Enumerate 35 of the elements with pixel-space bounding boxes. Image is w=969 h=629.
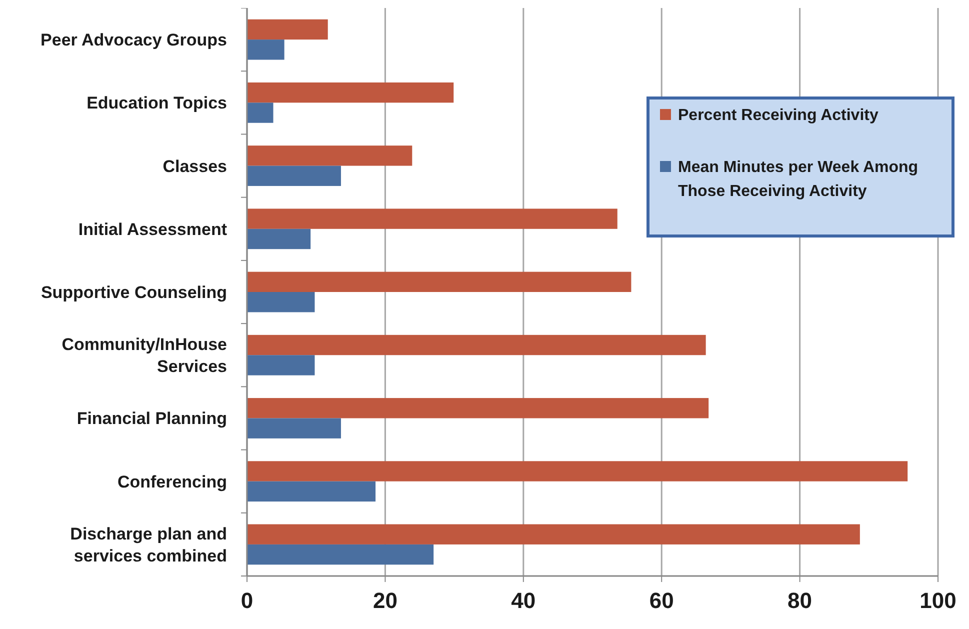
y-tick-label: Classes [162, 156, 227, 176]
x-tick-label: 60 [649, 588, 674, 613]
x-tick-label: 80 [788, 588, 812, 613]
legend-label: Percent Receiving Activity [678, 107, 878, 124]
y-tick-label: Initial Assessment [78, 220, 228, 239]
bar [247, 461, 908, 482]
bar [247, 146, 412, 166]
x-tick-label: 20 [372, 588, 398, 613]
bar [247, 544, 434, 565]
bar [247, 102, 274, 123]
y-tick-label: Education Topics [86, 94, 227, 113]
bar [247, 208, 618, 229]
y-tick-label: Supportive Counseling [40, 283, 227, 302]
bar [247, 398, 709, 418]
bar [247, 40, 284, 60]
y-tick-label: Conferencing [117, 472, 227, 492]
bar [247, 19, 328, 40]
bar [247, 166, 341, 186]
bar [247, 334, 706, 356]
y-tick-label: Financial Planning [76, 409, 227, 428]
bar [247, 82, 454, 103]
x-tick-label: 100 [920, 588, 956, 613]
x-tick-label: 40 [511, 588, 536, 613]
y-tick-label: Discharge plan and services combined [70, 524, 227, 566]
bar [247, 524, 860, 544]
bar [247, 355, 315, 376]
bar [247, 481, 376, 502]
bar [247, 228, 311, 250]
x-tick-label: 0 [240, 588, 254, 613]
y-tick-label: Peer Advocacy Groups [40, 30, 227, 50]
legend-label: Mean Minutes per Week Among Those Receiving Activity [678, 159, 918, 200]
y-tick-label: Community/InHouse Services [62, 335, 227, 376]
bar [247, 418, 341, 438]
bar [247, 292, 315, 312]
bar [247, 272, 632, 292]
